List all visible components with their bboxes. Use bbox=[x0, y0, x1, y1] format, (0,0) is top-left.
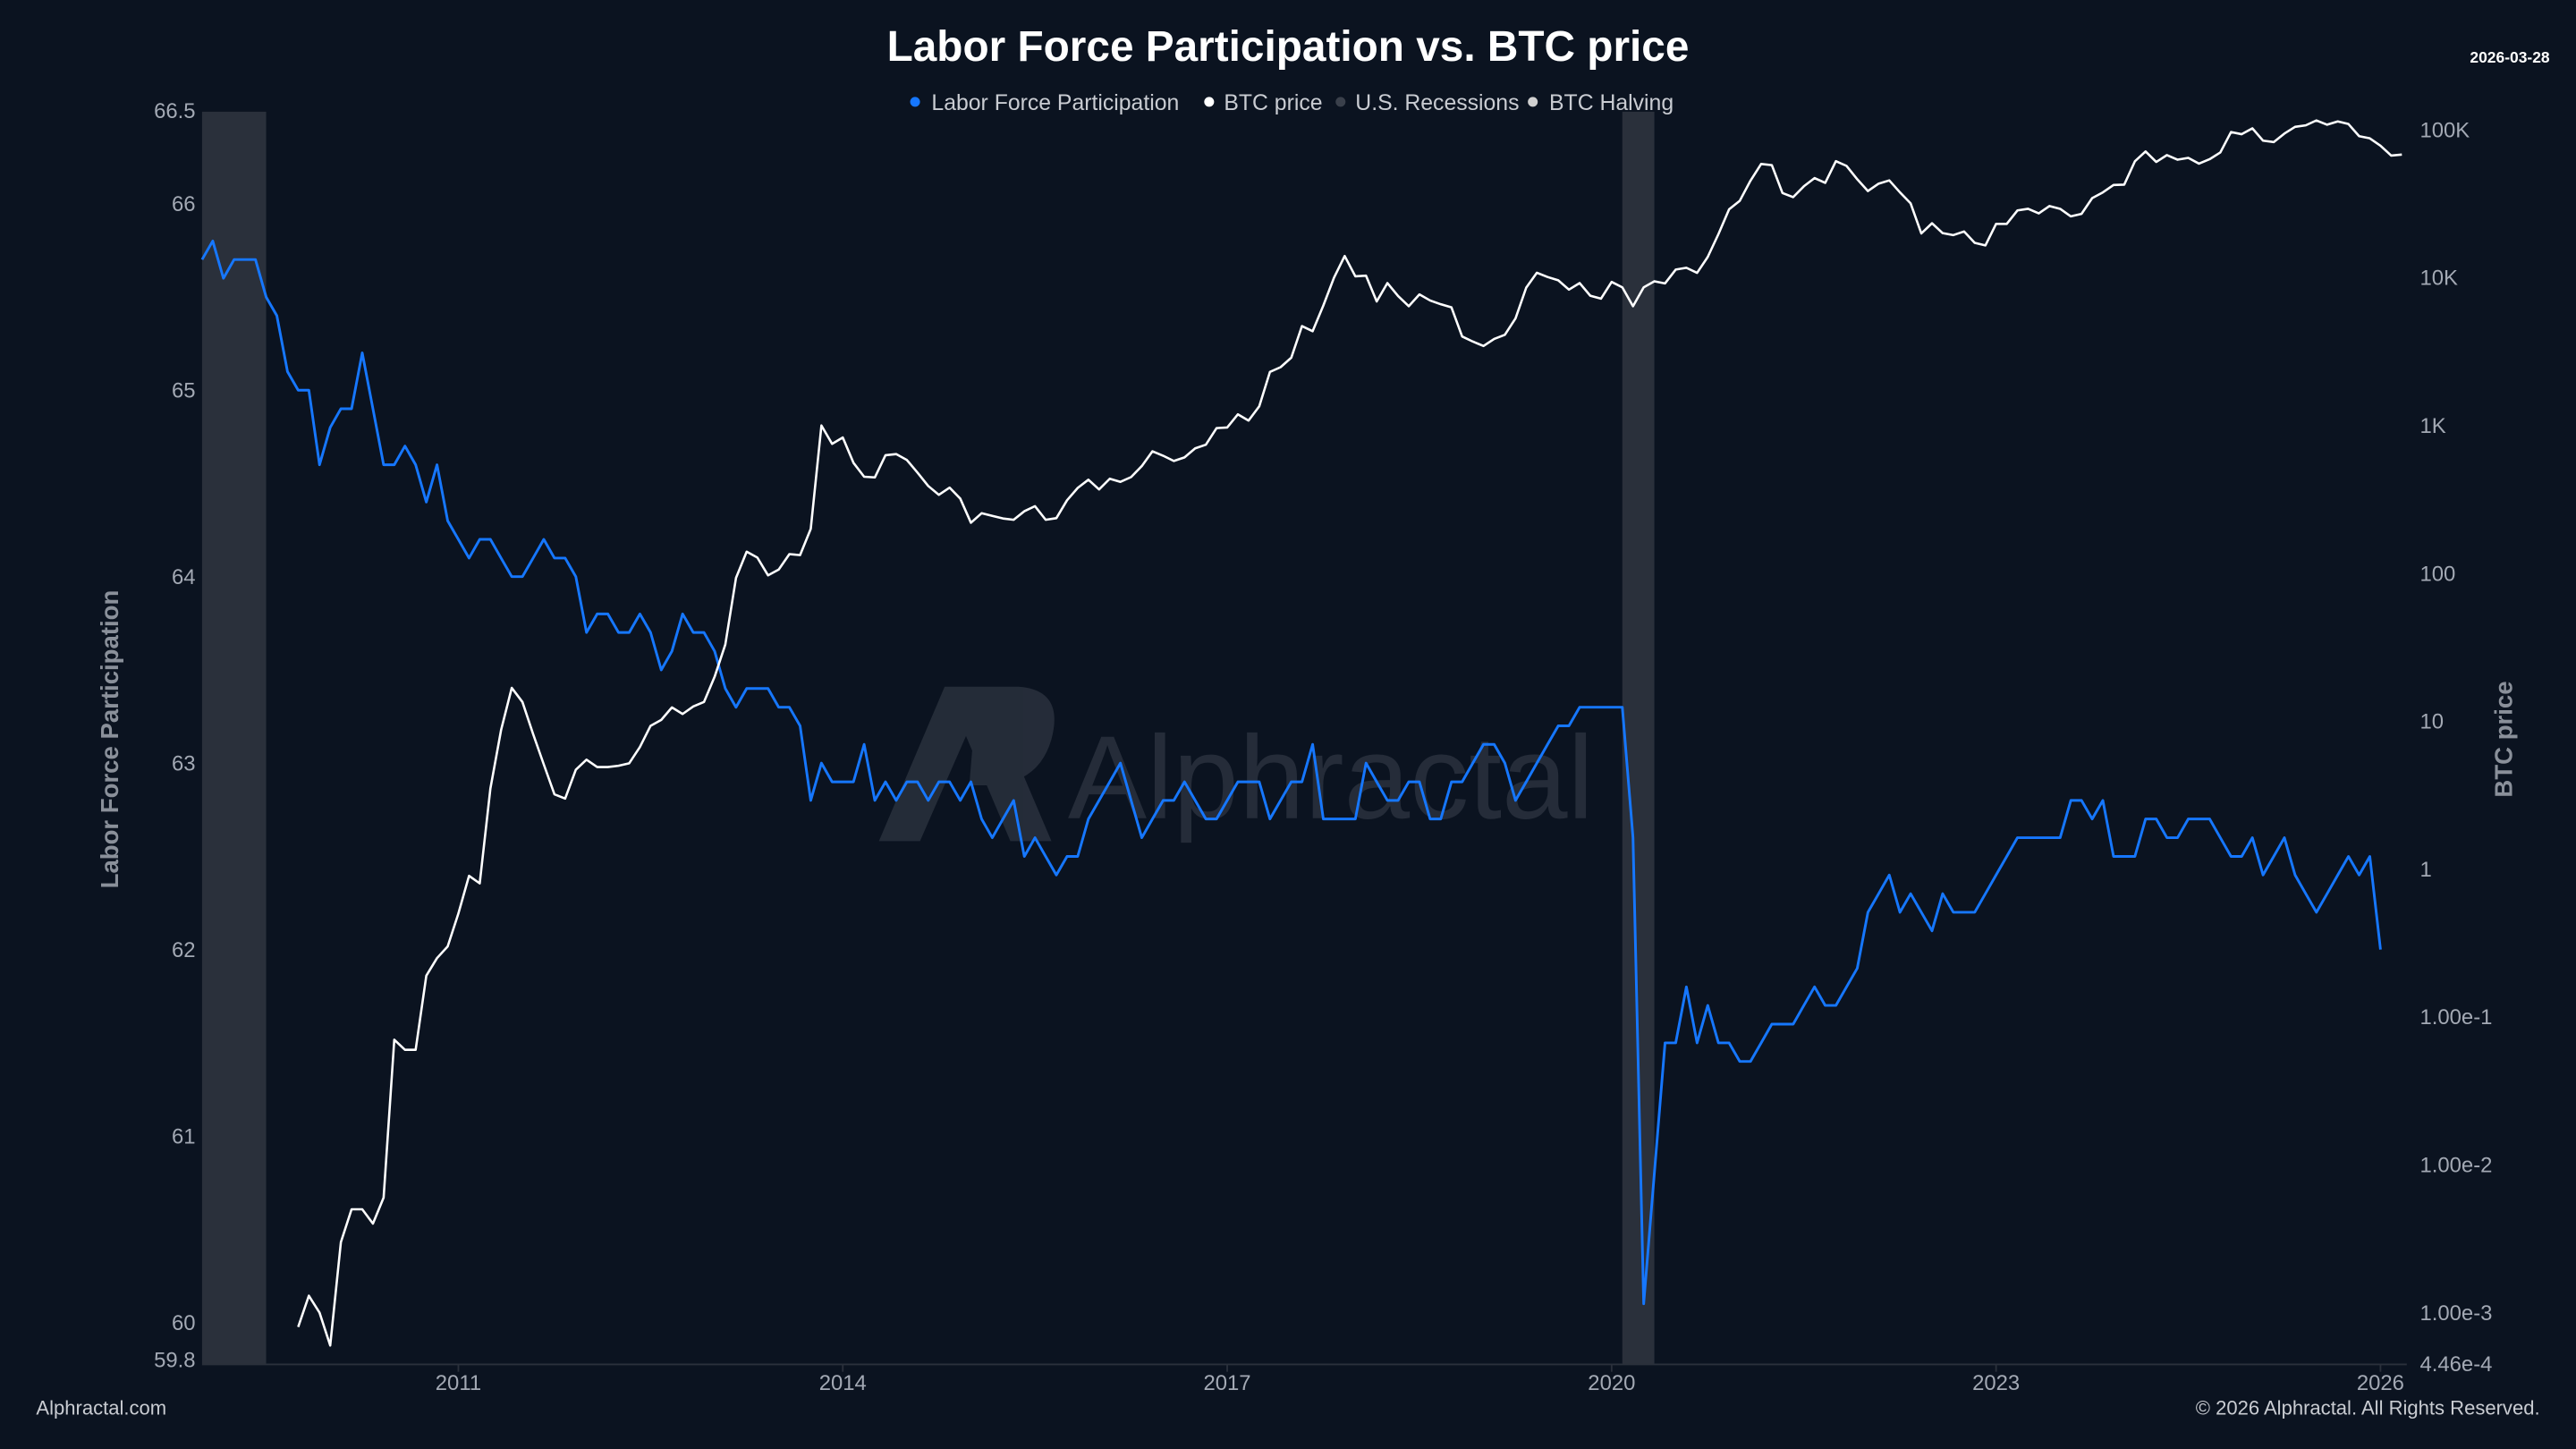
date-stamp: 2026-03-28 bbox=[2470, 48, 2549, 66]
right-tick-label: 10K bbox=[2420, 267, 2459, 291]
legend: Labor Force Participation BTC price U.S.… bbox=[910, 91, 1674, 115]
footer-copyright: © 2026 Alphractal. All Rights Reserved. bbox=[2196, 1396, 2540, 1419]
watermark-logo bbox=[878, 686, 1055, 842]
right-tick-label: 10 bbox=[2420, 710, 2445, 734]
right-tick-label: 4.46e-4 bbox=[2420, 1352, 2493, 1377]
x-tick-label: 2026 bbox=[2357, 1371, 2404, 1395]
legend-marker-btc bbox=[1204, 97, 1215, 107]
left-tick-label: 64 bbox=[172, 565, 196, 589]
right-tick-label: 1.00e-2 bbox=[2420, 1154, 2493, 1178]
recession-bands bbox=[201, 111, 1655, 1364]
legend-marker-recessions bbox=[1335, 97, 1346, 107]
right-tick-label: 1 bbox=[2420, 858, 2432, 882]
legend-marker-labor bbox=[910, 97, 920, 107]
left-axis-ticks: 66.5 66 65 64 63 62 61 60 59.8 bbox=[154, 99, 195, 1373]
legend-label-labor: Labor Force Participation bbox=[931, 91, 1179, 115]
recession-band bbox=[1622, 111, 1655, 1364]
x-tick-label: 2023 bbox=[1972, 1371, 2020, 1395]
left-tick-label: 63 bbox=[172, 751, 196, 775]
legend-item-recessions[interactable]: U.S. Recessions bbox=[1335, 91, 1519, 115]
x-tick-label: 2011 bbox=[436, 1371, 481, 1395]
x-tick-label: 2020 bbox=[1588, 1371, 1635, 1395]
series-lines bbox=[200, 119, 2402, 1347]
right-tick-label: 1K bbox=[2420, 414, 2446, 438]
left-tick-label: 65 bbox=[172, 378, 196, 402]
left-axis-title: Labor Force Participation bbox=[96, 590, 123, 889]
legend-marker-halving bbox=[1528, 97, 1538, 107]
x-axis-ticks: 2011 2014 2017 2020 2023 2026 bbox=[436, 1363, 2404, 1395]
left-tick-label: 62 bbox=[172, 938, 196, 962]
legend-label-halving: BTC Halving bbox=[1549, 91, 1674, 115]
labor-force-line bbox=[200, 239, 2382, 1306]
left-tick-label: 61 bbox=[172, 1124, 196, 1148]
right-tick-label: 1.00e-3 bbox=[2420, 1301, 2493, 1326]
right-tick-label: 1.00e-1 bbox=[2420, 1005, 2493, 1030]
x-tick-label: 2014 bbox=[819, 1371, 867, 1395]
legend-label-recessions: U.S. Recessions bbox=[1355, 91, 1519, 115]
right-tick-label: 100K bbox=[2420, 118, 2470, 142]
chart-title: Labor Force Participation vs. BTC price bbox=[887, 23, 1690, 71]
left-tick-label: 66 bbox=[172, 192, 196, 216]
right-axis-ticks: 100K 10K 1K 100 10 1 1.00e-1 1.00e-2 1.00e-3 4.46… bbox=[2420, 118, 2493, 1376]
legend-item-btc[interactable]: BTC price bbox=[1204, 91, 1323, 115]
footer-site: Alphractal.com bbox=[36, 1396, 166, 1419]
legend-item-halving[interactable]: BTC Halving bbox=[1528, 91, 1674, 115]
x-tick-label: 2017 bbox=[1204, 1371, 1251, 1395]
btc-price-line bbox=[297, 119, 2402, 1347]
watermark: Alphractal bbox=[878, 686, 1594, 844]
legend-label-btc: BTC price bbox=[1224, 91, 1322, 115]
right-tick-label: 100 bbox=[2420, 562, 2456, 586]
right-axis-title: BTC price bbox=[2489, 681, 2517, 797]
left-tick-label: 60 bbox=[172, 1311, 196, 1335]
watermark-text: Alphractal bbox=[1068, 712, 1594, 844]
left-tick-label: 59.8 bbox=[154, 1349, 195, 1373]
legend-item-labor[interactable]: Labor Force Participation bbox=[910, 91, 1180, 115]
recession-band bbox=[201, 111, 267, 1364]
left-tick-label: 66.5 bbox=[154, 99, 195, 123]
